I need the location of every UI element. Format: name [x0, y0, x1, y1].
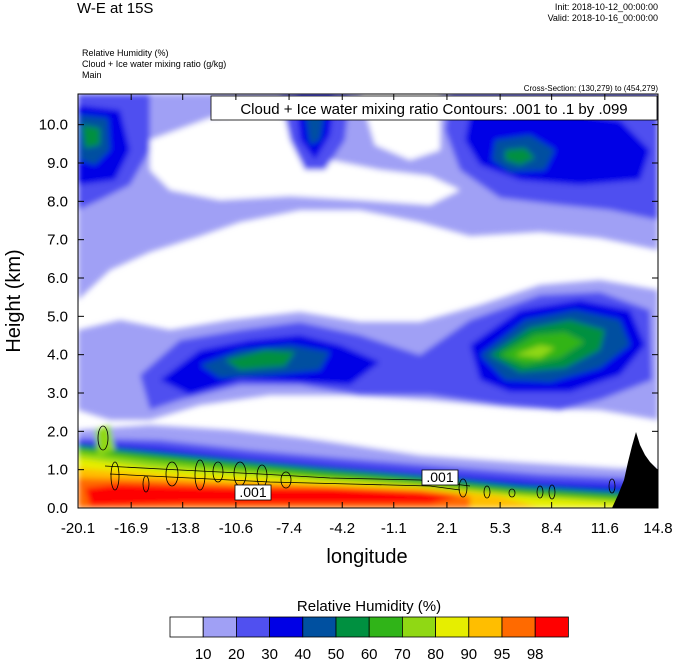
rh-mid-80 [515, 345, 555, 358]
x-tick-label: -13.8 [166, 520, 200, 537]
contour-label-1-text: .001 [426, 469, 453, 485]
y-tick-label: 9.0 [47, 155, 68, 172]
contour-cell-13 [548, 484, 556, 500]
y-tick-label: 6.0 [47, 270, 68, 287]
field-line-rh: Relative Humidity (%) [82, 48, 169, 58]
colorbar-level-label: 50 [328, 646, 345, 663]
colorbar-swatch [401, 616, 436, 638]
contour-cell-8 [280, 471, 292, 489]
colorbar-level-label: 90 [460, 646, 477, 663]
contour-label-2: .001 [234, 484, 272, 501]
y-tick-label: 2.0 [47, 423, 68, 440]
terrain [612, 432, 658, 508]
colorbar-level-label: 30 [261, 646, 278, 663]
contour-title-box [210, 95, 658, 121]
cross-section-label: Cross-Section: (130,279) to (454,279) [523, 84, 658, 93]
y-tick-label: 5.0 [47, 308, 68, 325]
contour-cell-14 [608, 478, 616, 494]
rh-upper-60a [82, 125, 100, 148]
contour-tower [97, 425, 109, 451]
contour-cell-1 [110, 461, 120, 491]
colorbar-swatch [202, 616, 237, 638]
contour-cell-11 [508, 488, 516, 498]
colorbar-swatch [368, 616, 403, 638]
contour-cell-4 [194, 459, 206, 491]
contour-label-2-box [234, 484, 272, 501]
plot-frame [77, 93, 659, 509]
contour-cell-3 [165, 461, 179, 487]
colorbar-level-label: 95 [494, 646, 511, 663]
plot-title: W-E at 15S [77, 0, 154, 17]
field-list: Relative Humidity (%) Cloud + Ice water … [82, 48, 226, 81]
x-tick-label: 14.8 [643, 520, 672, 537]
x-tick-label: 2.1 [437, 520, 458, 537]
y-tick-label: 1.0 [47, 462, 68, 479]
contour-cell-10 [483, 485, 491, 499]
x-tick-label: -20.1 [61, 520, 95, 537]
contour-cell-9 [458, 478, 468, 498]
field-line-cloud: Cloud + Ice water mixing ratio (g/kg) [82, 59, 227, 69]
colorbar-level-label: 70 [394, 646, 411, 663]
x-tick-label: -1.1 [381, 520, 407, 537]
x-tick-label: 11.6 [591, 520, 619, 537]
colorbar-swatch [335, 616, 370, 638]
colorbar: 10 20 30 40 50 60 70 80 90 95 98 [169, 616, 569, 663]
x-tick-label: 8.4 [541, 520, 562, 537]
colorbar-swatch [302, 616, 337, 638]
x-axis: -20.1 -16.9 -13.8 -10.6 -7.4 -4.2 -1.1 2.1 5.3 8.… [61, 94, 673, 537]
colorbar-swatch [501, 616, 536, 638]
rh-upper-60b [505, 148, 535, 165]
colorbar-level-label: 40 [294, 646, 311, 663]
colorbar-level-label: 20 [228, 646, 245, 663]
colorbar-swatch [534, 616, 569, 638]
contour-cell-2 [142, 475, 150, 493]
contour-title: Cloud + Ice water mixing ratio Contours:… [240, 101, 627, 118]
colorbar-title: Relative Humidity (%) [297, 598, 441, 615]
init-time: Init: 2018-10-12_00:00:00 [554, 2, 658, 12]
y-tick-label: 4.0 [47, 347, 68, 364]
contour-cell-5 [212, 461, 224, 483]
y-tick-label: 10.0 [39, 117, 68, 134]
contour-label-1: .001 [421, 469, 459, 486]
field-line-main: Main [82, 70, 102, 80]
rh-mid-60 [225, 350, 295, 370]
humidity-field [78, 94, 658, 508]
y-tick-label: 0.0 [47, 500, 68, 517]
rh-bl-100 [85, 484, 460, 506]
colorbar-swatch [169, 616, 204, 638]
y-tick-label: 3.0 [47, 385, 68, 402]
x-tick-label: -10.6 [219, 520, 253, 537]
colorbar-swatch [235, 616, 270, 638]
colorbar-level-label: 98 [527, 646, 544, 663]
contour-label-2-text: .001 [239, 484, 266, 500]
colorbar-swatch [435, 616, 470, 638]
x-axis-label: longitude [326, 546, 407, 568]
y-tick-label: 8.0 [47, 193, 68, 210]
valid-time: Valid: 2018-10-16_00:00:00 [547, 13, 658, 23]
x-tick-label: -4.2 [329, 520, 355, 537]
time-info: Init: 2018-10-12_00:00:00 Valid: 2018-10… [548, 2, 658, 24]
contour-label-1-box [421, 469, 459, 486]
y-axis-label: Height (km) [3, 249, 25, 352]
contour-line-main-2 [109, 473, 461, 491]
colorbar-swatch [468, 616, 503, 638]
colorbar-level-label: 60 [361, 646, 378, 663]
colorbar-level-label: 10 [195, 646, 212, 663]
contour-cell-12 [536, 485, 544, 499]
y-tick-label: 7.0 [47, 232, 68, 249]
x-tick-label: 5.3 [490, 520, 511, 537]
x-tick-label: -7.4 [276, 520, 302, 537]
y-axis: 0.0 1.0 2.0 3.0 4.0 5.0 6.0 7.0 8.0 9.0 10.0 [39, 117, 658, 517]
x-tick-label: -16.9 [114, 520, 148, 537]
colorbar-swatch [269, 616, 304, 638]
colorbar-level-label: 80 [427, 646, 444, 663]
